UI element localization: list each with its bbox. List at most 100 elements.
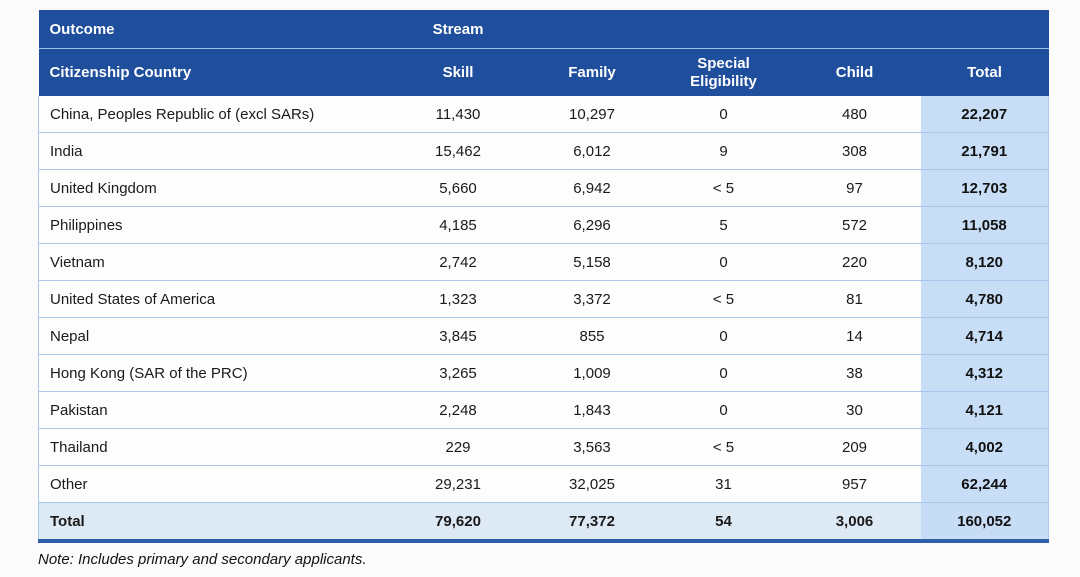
total-cell: 4,002: [920, 428, 1049, 466]
family-total-cell: 77,372: [525, 502, 659, 543]
col-header-child: Child: [788, 48, 921, 96]
child-cell: 81: [788, 280, 921, 318]
skill-cell: 29,231: [390, 465, 526, 503]
child-cell: 957: [788, 465, 921, 503]
child-cell: 14: [788, 317, 921, 355]
col-header-citizenship-country: Citizenship Country: [38, 48, 391, 96]
child-cell: 97: [788, 169, 921, 207]
special-eligibility-cell: 9: [658, 132, 789, 170]
family-cell: 6,942: [525, 169, 659, 207]
total-row-label: Total: [38, 502, 391, 543]
total-cell: 22,207: [920, 96, 1049, 133]
header-spacer: [788, 10, 921, 49]
table-row: Hong Kong (SAR of the PRC) 3,265 1,009 0…: [38, 354, 1049, 392]
special-eligibility-cell: 0: [658, 96, 789, 133]
skill-total-cell: 79,620: [390, 502, 526, 543]
total-cell: 12,703: [920, 169, 1049, 207]
footnote: Note: Includes primary and secondary app…: [38, 551, 367, 568]
col-header-special-eligibility: Special Eligibility: [658, 48, 789, 96]
skill-cell: 3,265: [390, 354, 526, 392]
table-row: Vietnam 2,742 5,158 0 220 8,120: [38, 243, 1049, 281]
family-cell: 1,009: [525, 354, 659, 392]
country-cell: Vietnam: [38, 243, 391, 281]
country-cell: Thailand: [38, 428, 391, 466]
outcomes-by-citizenship-table: Outcome Stream Citizenship Country Skill…: [38, 10, 1049, 543]
total-cell: 4,780: [920, 280, 1049, 318]
country-cell: China, Peoples Republic of (excl SARs): [38, 96, 391, 133]
family-cell: 855: [525, 317, 659, 355]
skill-cell: 1,323: [390, 280, 526, 318]
child-cell: 30: [788, 391, 921, 429]
header-stream: Stream: [390, 10, 526, 49]
special-eligibility-total-cell: 54: [658, 502, 789, 543]
special-eligibility-cell: 0: [658, 317, 789, 355]
special-eligibility-cell: 31: [658, 465, 789, 503]
child-cell: 38: [788, 354, 921, 392]
country-cell: Pakistan: [38, 391, 391, 429]
special-eligibility-cell: 5: [658, 206, 789, 244]
country-cell: United States of America: [38, 280, 391, 318]
table-row: Nepal 3,845 855 0 14 4,714: [38, 317, 1049, 355]
group-header-row: Outcome Stream: [38, 10, 1049, 49]
country-cell: Nepal: [38, 317, 391, 355]
table-row: United Kingdom 5,660 6,942 < 5 97 12,703: [38, 169, 1049, 207]
country-cell: Philippines: [38, 206, 391, 244]
child-cell: 220: [788, 243, 921, 281]
child-cell: 480: [788, 96, 921, 133]
skill-cell: 15,462: [390, 132, 526, 170]
skill-cell: 4,185: [390, 206, 526, 244]
family-cell: 6,012: [525, 132, 659, 170]
special-eligibility-cell: < 5: [658, 428, 789, 466]
total-cell: 4,121: [920, 391, 1049, 429]
child-cell: 209: [788, 428, 921, 466]
header-outcome: Outcome: [38, 10, 391, 49]
family-cell: 5,158: [525, 243, 659, 281]
total-cell: 4,714: [920, 317, 1049, 355]
skill-cell: 229: [390, 428, 526, 466]
total-cell: 62,244: [920, 465, 1049, 503]
skill-cell: 5,660: [390, 169, 526, 207]
col-header-skill: Skill: [390, 48, 526, 96]
country-cell: Hong Kong (SAR of the PRC): [38, 354, 391, 392]
child-cell: 308: [788, 132, 921, 170]
special-eligibility-cell: 0: [658, 354, 789, 392]
total-cell: 21,791: [920, 132, 1049, 170]
country-cell: Other: [38, 465, 391, 503]
header-spacer: [658, 10, 789, 49]
table-row: Thailand 229 3,563 < 5 209 4,002: [38, 428, 1049, 466]
table-row: Pakistan 2,248 1,843 0 30 4,121: [38, 391, 1049, 429]
family-cell: 32,025: [525, 465, 659, 503]
skill-cell: 2,742: [390, 243, 526, 281]
col-header-total: Total: [920, 48, 1049, 96]
table-row: India 15,462 6,012 9 308 21,791: [38, 132, 1049, 170]
header-spacer: [525, 10, 659, 49]
total-cell: 8,120: [920, 243, 1049, 281]
table-header: Outcome Stream Citizenship Country Skill…: [38, 10, 1049, 96]
total-row: Total 79,620 77,372 54 3,006 160,052: [38, 502, 1049, 543]
skill-cell: 2,248: [390, 391, 526, 429]
family-cell: 3,372: [525, 280, 659, 318]
family-cell: 3,563: [525, 428, 659, 466]
skill-cell: 11,430: [390, 96, 526, 133]
total-cell: 4,312: [920, 354, 1049, 392]
table-row: Other 29,231 32,025 31 957 62,244: [38, 465, 1049, 503]
special-eligibility-cell: 0: [658, 243, 789, 281]
grand-total-cell: 160,052: [920, 502, 1049, 543]
header-spacer: [920, 10, 1049, 49]
family-cell: 6,296: [525, 206, 659, 244]
country-cell: India: [38, 132, 391, 170]
child-total-cell: 3,006: [788, 502, 921, 543]
country-cell: United Kingdom: [38, 169, 391, 207]
family-cell: 1,843: [525, 391, 659, 429]
skill-cell: 3,845: [390, 317, 526, 355]
child-cell: 572: [788, 206, 921, 244]
special-eligibility-cell: < 5: [658, 169, 789, 207]
col-header-family: Family: [525, 48, 659, 96]
table-body: China, Peoples Republic of (excl SARs) 1…: [38, 96, 1049, 543]
special-eligibility-cell: 0: [658, 391, 789, 429]
table-row: Philippines 4,185 6,296 5 572 11,058: [38, 206, 1049, 244]
family-cell: 10,297: [525, 96, 659, 133]
total-cell: 11,058: [920, 206, 1049, 244]
table-row: United States of America 1,323 3,372 < 5…: [38, 280, 1049, 318]
